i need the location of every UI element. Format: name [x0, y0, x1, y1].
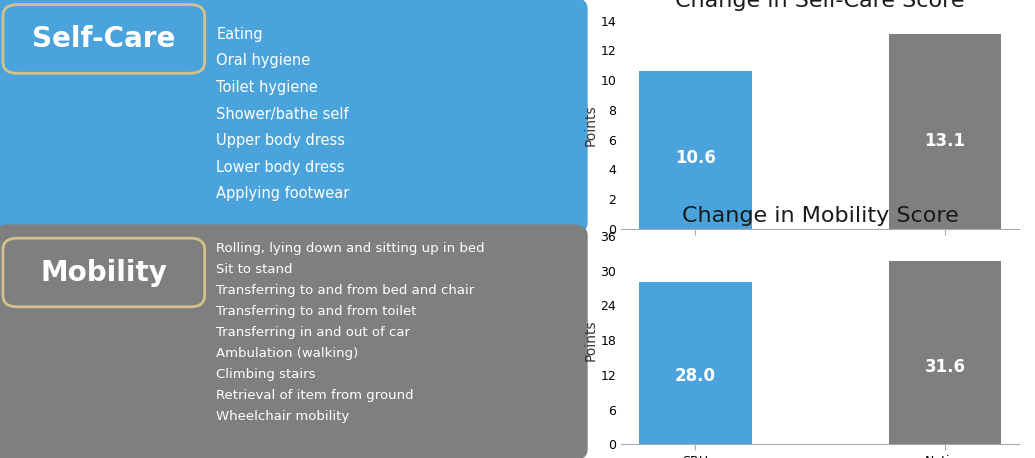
Bar [889, 34, 1001, 229]
Text: Upper body dress: Upper body dress [216, 133, 346, 148]
Text: Mobility: Mobility [40, 258, 168, 287]
Y-axis label: Points: Points [584, 319, 597, 361]
Text: Wheelchair mobility: Wheelchair mobility [216, 410, 350, 423]
Bar [639, 282, 751, 444]
Text: Lower body dress: Lower body dress [216, 160, 345, 174]
Y-axis label: Points: Points [584, 104, 597, 146]
Text: 28.0: 28.0 [675, 367, 716, 385]
Text: Climbing stairs: Climbing stairs [216, 368, 316, 381]
Text: Eating: Eating [216, 27, 263, 42]
Title: Change in Mobility Score: Change in Mobility Score [682, 206, 958, 226]
Text: Retrieval of item from ground: Retrieval of item from ground [216, 389, 414, 402]
FancyBboxPatch shape [3, 5, 205, 73]
Text: Transferring to and from bed and chair: Transferring to and from bed and chair [216, 284, 475, 297]
Text: Shower/bathe self: Shower/bathe self [216, 107, 349, 121]
Bar [639, 71, 751, 229]
Text: Transferring in and out of car: Transferring in and out of car [216, 326, 410, 339]
FancyBboxPatch shape [0, 224, 588, 458]
Text: Transferring to and from toilet: Transferring to and from toilet [216, 305, 417, 318]
Text: Self-Care: Self-Care [32, 25, 176, 53]
Text: 31.6: 31.6 [924, 359, 966, 376]
FancyBboxPatch shape [3, 238, 205, 307]
Text: Ambulation (walking): Ambulation (walking) [216, 347, 358, 360]
Text: Toilet hygiene: Toilet hygiene [216, 80, 318, 95]
FancyBboxPatch shape [0, 0, 588, 234]
Text: Sit to stand: Sit to stand [216, 263, 293, 276]
Text: Applying footwear: Applying footwear [216, 186, 350, 201]
Title: Change in Self-Care Score: Change in Self-Care Score [676, 0, 965, 11]
Text: 13.1: 13.1 [924, 132, 966, 150]
Text: Rolling, lying down and sitting up in bed: Rolling, lying down and sitting up in be… [216, 242, 485, 255]
Text: Oral hygiene: Oral hygiene [216, 54, 310, 68]
Bar [889, 262, 1001, 444]
Text: 10.6: 10.6 [675, 149, 716, 167]
